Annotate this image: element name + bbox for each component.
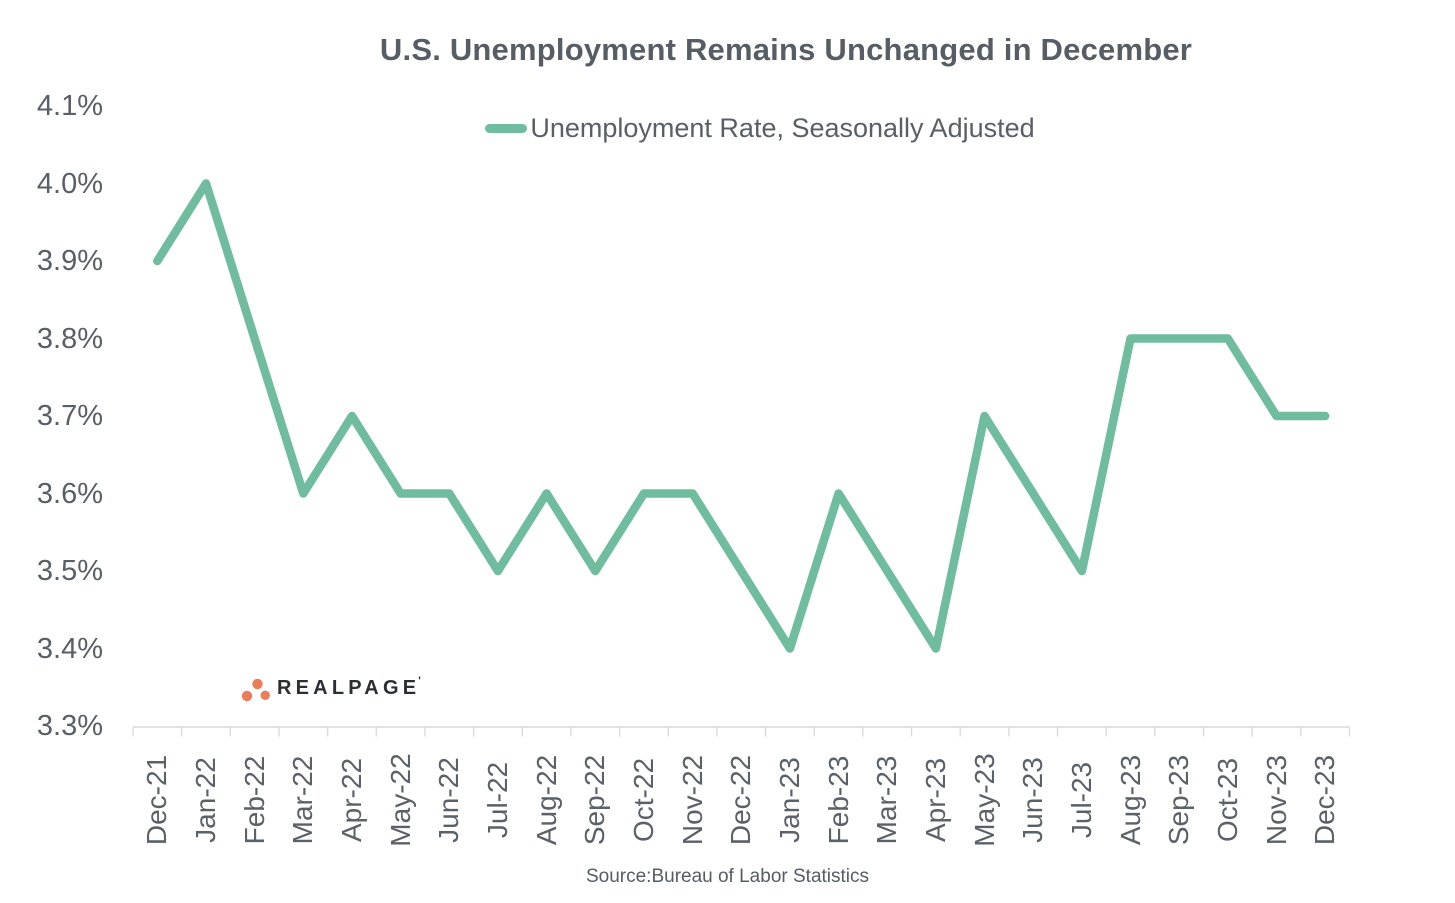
x-axis-label: Nov-23 <box>1260 754 1292 846</box>
x-axis-label: Apr-23 <box>919 757 951 843</box>
x-axis-label: Jan-23 <box>773 757 805 843</box>
legend: Unemployment Rate, Seasonally Adjusted <box>65 113 1455 144</box>
y-axis-label: 4.1% <box>36 90 103 122</box>
legend-label: Unemployment Rate, Seasonally Adjusted <box>530 113 1035 143</box>
x-axis-label: Jan-22 <box>189 757 221 843</box>
x-axis-label: Nov-22 <box>676 754 708 846</box>
y-axis-label: 3.8% <box>36 322 103 355</box>
y-axis-label: 3.3% <box>36 710 103 742</box>
x-axis-label: Aug-22 <box>530 754 562 846</box>
unemployment-rate-line <box>153 179 1330 653</box>
x-axis-label: Jul-23 <box>1065 761 1097 839</box>
y-axis-label: 3.7% <box>36 400 103 432</box>
y-axis-label: 3.6% <box>36 477 103 510</box>
y-axis-label: 3.9% <box>36 245 103 277</box>
x-axis-label: May-23 <box>968 753 1000 847</box>
x-axis-label: Oct-23 <box>1211 757 1243 843</box>
y-axis-label: 3.4% <box>36 632 103 665</box>
realpage-logo: REALPAGE ' <box>240 674 421 702</box>
x-axis-label: Mar-22 <box>287 755 319 845</box>
x-axis-label: Feb-22 <box>238 755 270 845</box>
x-axis-label: Feb-23 <box>822 755 854 845</box>
x-axis-label: Jun-22 <box>433 757 465 843</box>
x-axis-label: Apr-22 <box>335 757 367 843</box>
x-axis-label: Aug-23 <box>1114 754 1146 846</box>
realpage-dots-icon <box>241 678 270 702</box>
x-axis-label: Dec-22 <box>725 754 757 846</box>
y-axis-label: 3.5% <box>36 555 103 587</box>
x-axis-label: May-22 <box>384 753 416 847</box>
x-axis-label: Mar-23 <box>871 755 903 845</box>
legend-line-marker-icon <box>485 124 528 133</box>
x-axis-label: Sep-22 <box>579 754 611 846</box>
source-note: Source:Bureau of Labor Statistics <box>585 866 870 887</box>
x-axis-label: Jul-22 <box>481 761 513 839</box>
realpage-logo-text: REALPAGE <box>277 676 421 699</box>
y-axis-label: 4.0% <box>36 167 103 200</box>
x-axis-label: Jun-23 <box>1017 757 1049 843</box>
x-axis-label: Dec-23 <box>1309 754 1341 846</box>
trademark-mark: ' <box>418 675 421 687</box>
chart-title: U.S. Unemployment Remains Unchanged in D… <box>379 32 1193 67</box>
x-axis-label: Dec-21 <box>141 754 173 846</box>
x-axis-label: Sep-23 <box>1163 754 1195 846</box>
x-axis-label: Oct-22 <box>627 757 659 843</box>
